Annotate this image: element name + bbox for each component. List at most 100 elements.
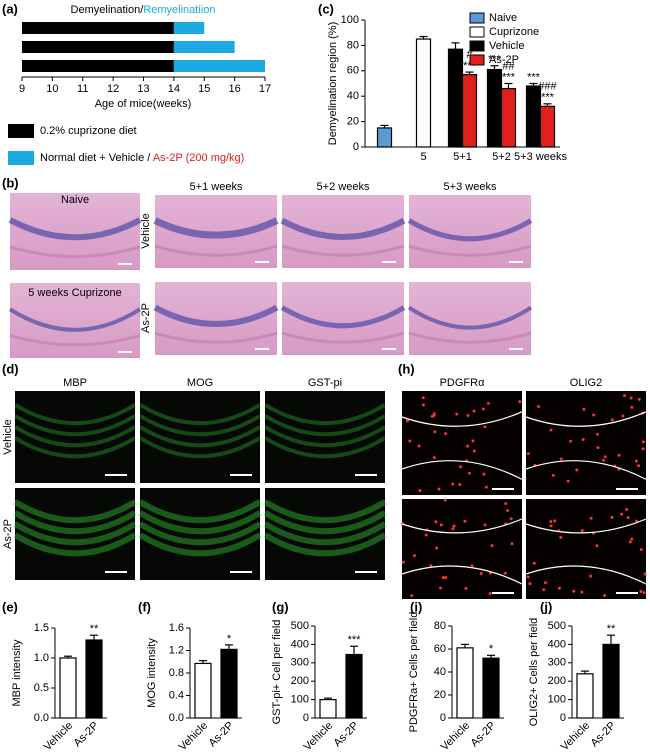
bar [461,74,478,148]
legend-swatch [469,54,485,66]
cell-signal [444,576,448,580]
cell-signal [467,471,471,475]
y-tick-label: 1.2 [169,644,184,656]
cell-signal [439,523,443,527]
cell-signal [634,459,638,463]
panel-label: (e) [2,599,18,614]
x-tick-label: Vehicle [177,720,211,754]
cell-signal [464,586,468,590]
bar [576,673,594,719]
bar [602,643,620,719]
bar [194,662,212,719]
myelin-band [153,304,279,327]
cell-signal [643,572,647,576]
cell-signal [412,554,416,558]
column-title: 5+1 weeks [190,181,243,193]
x-tick-label: 5+1 [453,151,472,163]
cell-signal [433,430,437,434]
cell-signal [629,396,633,400]
x-tick-label: 5+3 weeks [514,151,567,163]
cell-signal [628,540,632,544]
cell-signal [572,589,576,593]
cell-signal [551,473,555,477]
significance-mark: ** [90,623,99,635]
cell-signal [589,574,593,578]
y-tick-label: 20 [347,116,359,128]
image-label: Naive [61,194,89,206]
cell-signal [504,502,508,506]
diet-bar [173,60,265,72]
fiber-signal [13,532,137,557]
region-outline [401,411,523,427]
cell-signal [458,483,462,487]
cell-signal [410,594,414,598]
x-axis-label: Age of mice(weeks) [95,98,192,110]
cell-signal [463,519,467,523]
fiber-signal [13,425,137,448]
fiber-signal [263,425,387,448]
cell-signal [637,464,641,468]
cell-signal [557,586,561,590]
cell-signal [603,594,607,598]
region-outline [525,460,647,480]
y-tick-label: 1.6 [169,622,184,634]
y-tick-label: 300 [548,657,566,669]
tissue-layer [408,331,532,344]
region-outline [525,411,647,427]
fiber-signal [263,414,387,437]
y-axis-label: Demyelination region (%) [327,22,339,146]
fiber-signal [263,510,387,535]
fiber-signal [13,414,137,437]
cell-signal [581,437,585,441]
cell-signal [610,418,614,422]
cell-signal [418,489,422,493]
cell-signal [553,519,557,523]
cell-signal [484,485,488,489]
legend-label: As-2P [489,54,519,66]
column-title: 5+3 weeks [444,181,497,193]
cell-signal [455,412,459,416]
x-tick-label: Vehicle [302,720,336,754]
fluorescence-image [526,391,646,495]
region-outline [401,565,523,585]
cell-signal [443,498,447,502]
fiber-signal [138,532,262,557]
cell-signal [451,482,455,486]
y-tick-label: 0.8 [169,667,184,679]
cell-signal [526,575,530,579]
column-title: PDGFRα [440,377,486,389]
cell-signal [542,588,546,592]
region-outline [401,518,523,534]
bar [220,648,238,719]
panel-label: (g) [272,599,289,614]
legend-swatch [469,26,485,38]
image-label: 5 weeks Cuprizone [28,287,122,299]
panel-label: (d) [2,361,19,376]
cell-signal [509,517,513,521]
cell-signal [610,515,614,519]
panel-label: (h) [398,361,415,376]
cell-signal [642,591,646,595]
cell-signal [479,571,483,575]
tissue-layer [154,331,278,344]
y-tick-label: 60 [347,65,359,77]
fluorescence-image [15,488,135,580]
cell-signal [596,446,600,450]
y-tick-label: 40 [434,666,446,678]
y-tick-label: 0.5 [34,682,49,694]
x-tick-label: As-2P [588,720,618,750]
myelin-band [280,217,406,240]
fiber-signal [138,510,262,535]
cell-signal [466,444,470,448]
cell-signal [444,432,448,436]
x-tick-label: 16 [229,83,241,95]
cell-signal [434,520,438,524]
cell-signal [441,576,445,580]
fiber-signal [263,499,387,524]
cell-signal [471,439,475,443]
cell-signal [580,529,584,533]
x-tick-label: Vehicle [559,720,593,754]
x-tick-label: 9 [19,83,25,95]
significance-mark: ## [502,60,515,72]
cell-signal [510,542,514,546]
